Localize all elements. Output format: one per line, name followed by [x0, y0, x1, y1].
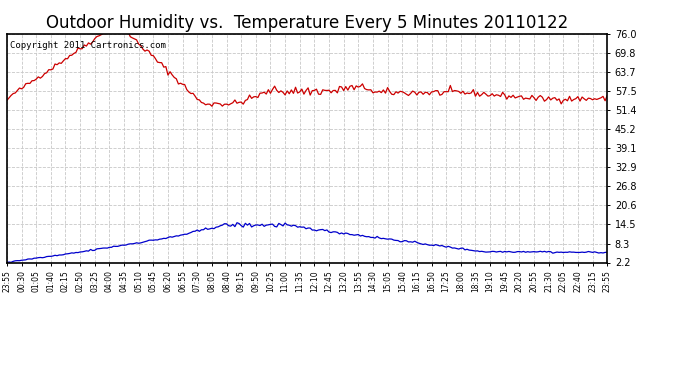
Title: Outdoor Humidity vs.  Temperature Every 5 Minutes 20110122: Outdoor Humidity vs. Temperature Every 5… [46, 14, 568, 32]
Text: Copyright 2011 Cartronics.com: Copyright 2011 Cartronics.com [10, 40, 166, 50]
